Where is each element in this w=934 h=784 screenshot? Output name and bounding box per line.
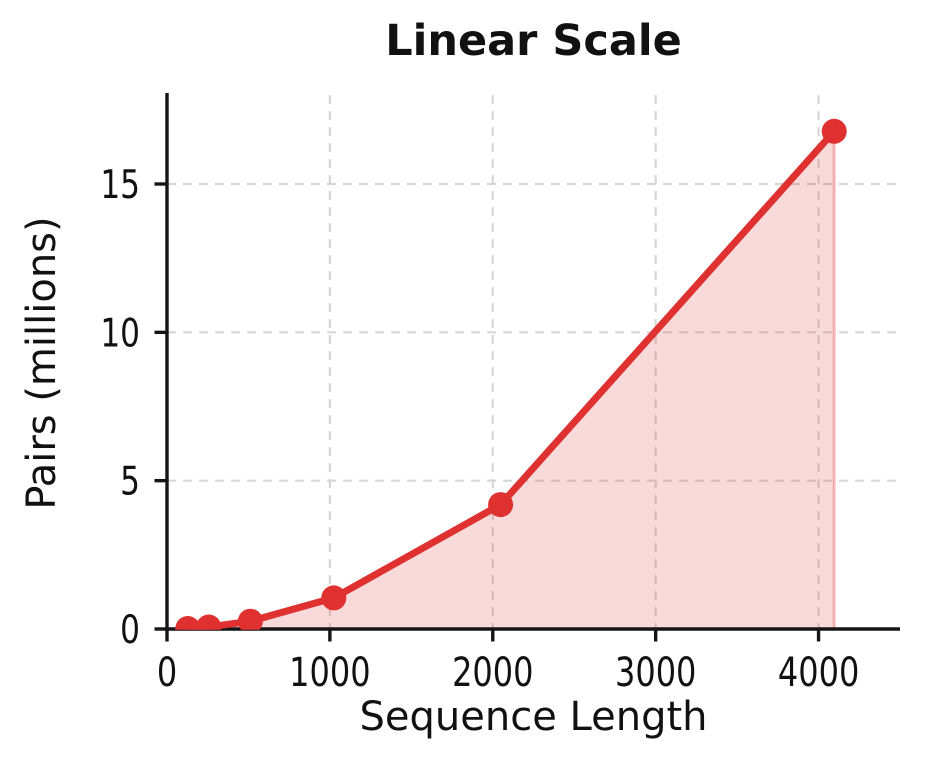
x-tick-label: 0 bbox=[157, 648, 177, 695]
data-point-marker bbox=[821, 118, 847, 144]
data-point-marker bbox=[321, 585, 347, 611]
y-tick-label: 15 bbox=[100, 163, 140, 208]
data-point-marker bbox=[175, 616, 201, 630]
data-point-marker bbox=[196, 614, 222, 630]
y-tick-label: 10 bbox=[100, 311, 140, 356]
y-tick-label: 0 bbox=[120, 608, 140, 653]
y-tick-label: 5 bbox=[120, 459, 140, 504]
x-axis-title: Sequence Length bbox=[359, 694, 708, 740]
data-point-marker bbox=[488, 492, 514, 518]
data-point-marker bbox=[237, 608, 263, 630]
x-tick-label: 2000 bbox=[452, 648, 533, 695]
chart-title: Linear Scale bbox=[385, 16, 682, 66]
x-tick-label: 1000 bbox=[289, 648, 370, 695]
area-fill bbox=[187, 131, 835, 630]
x-tick-label: 4000 bbox=[778, 648, 859, 695]
x-tick-label: 3000 bbox=[615, 648, 696, 695]
